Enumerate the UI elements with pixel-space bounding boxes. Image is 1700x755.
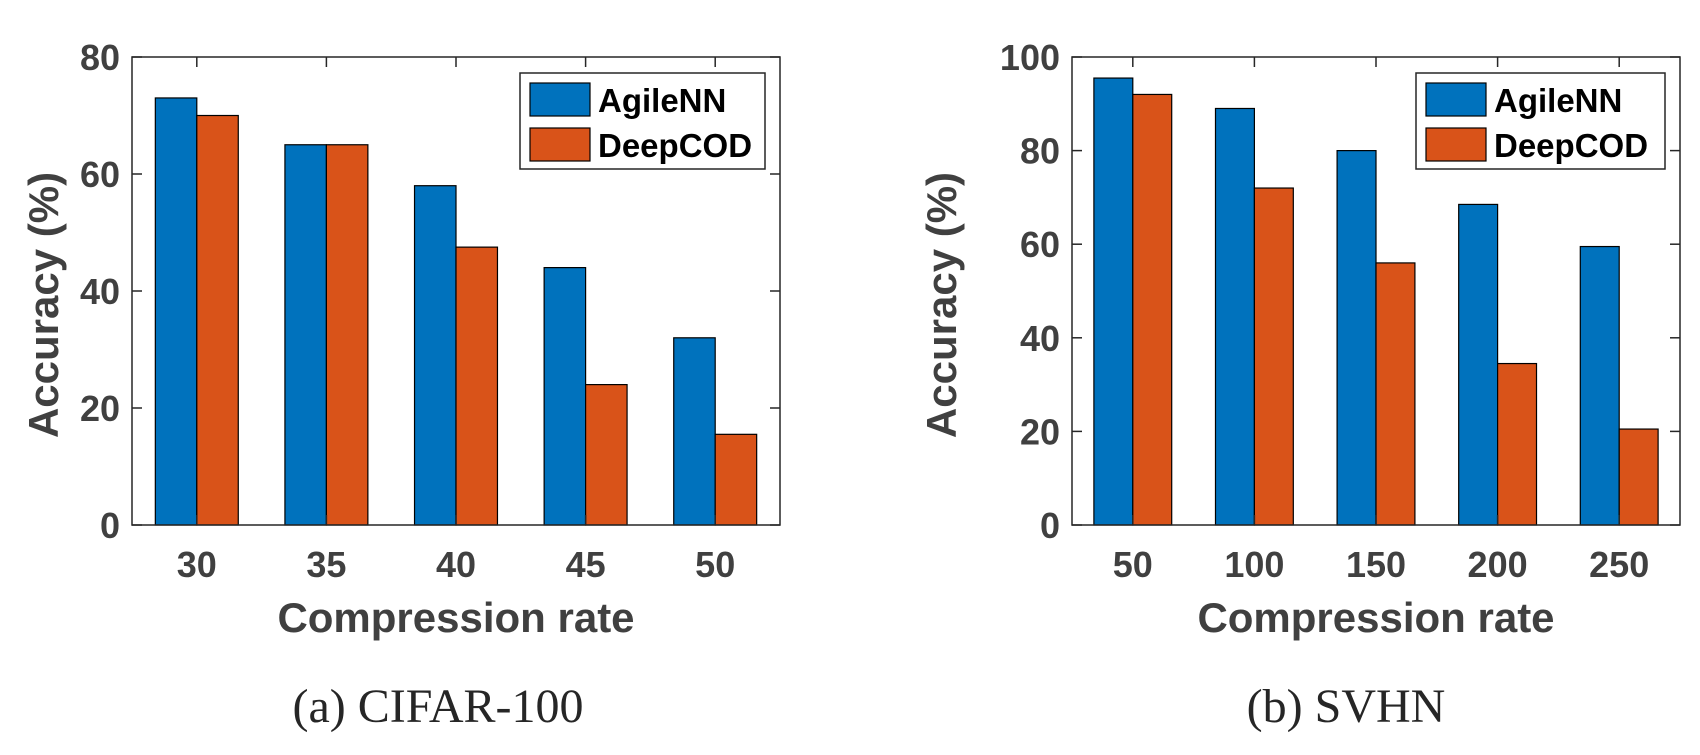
panel-caption: (b) SVHN: [1247, 680, 1446, 733]
bar-deepcod-30: [196, 114, 239, 526]
bar-deepcod-45: [584, 384, 628, 526]
x-tick-label: 30: [177, 544, 217, 585]
bar-deepcod-50: [714, 433, 758, 526]
legend: AgileNN DeepCOD: [1415, 72, 1666, 170]
x-tick-label: 100: [1224, 544, 1284, 585]
x-tick-label: 40: [436, 544, 476, 585]
y-tick-label: 60: [1020, 224, 1060, 265]
x-axis-label: Compression rate: [277, 594, 634, 641]
legend-label-agilenn: AgileNN: [1494, 82, 1622, 119]
x-tick-label: 250: [1589, 544, 1649, 585]
x-tick-label: 50: [1113, 544, 1153, 585]
y-tick-label: 40: [80, 271, 120, 312]
y-tick-label: 40: [1020, 318, 1060, 359]
y-tick-label: 0: [100, 505, 120, 546]
x-axis-label: Compression rate: [1197, 594, 1554, 641]
legend-swatch-agilenn: [529, 82, 591, 117]
y-tick-label: 80: [80, 37, 120, 78]
y-tick-label: 100: [1000, 37, 1060, 78]
bar-deepcod-50: [1132, 93, 1173, 526]
y-tick-label: 60: [80, 154, 120, 195]
legend-label-deepcod: DeepCOD: [1494, 127, 1648, 164]
bar-agilenn-200: [1458, 203, 1499, 526]
bar-agilenn-250: [1579, 245, 1620, 526]
bar-agilenn-50: [1093, 77, 1134, 526]
chart-panel-1: 0 20 40 60 80 30 35 40 45 50 Compression rate Accur…: [20, 37, 781, 733]
bar-agilenn-50: [673, 337, 716, 526]
bar-deepcod-40: [455, 246, 499, 526]
legend: AgileNN DeepCOD: [519, 72, 766, 170]
x-tick-label: 45: [566, 544, 606, 585]
x-tick-label: 50: [695, 544, 735, 585]
bar-agilenn-45: [543, 267, 587, 526]
y-tick-label: 20: [1020, 411, 1060, 452]
bar-deepcod-100: [1253, 187, 1294, 526]
legend-swatch-deepcod: [529, 127, 591, 162]
legend-swatch-deepcod: [1425, 127, 1487, 162]
bar-agilenn-100: [1214, 107, 1256, 526]
panel-caption: (a) CIFAR-100: [292, 680, 583, 733]
bar-agilenn-30: [154, 97, 198, 526]
bar-agilenn-150: [1336, 150, 1377, 526]
bar-deepcod-150: [1375, 262, 1416, 526]
legend-label-agilenn: AgileNN: [598, 82, 726, 119]
bar-agilenn-40: [413, 185, 457, 526]
x-tick-label: 35: [306, 544, 346, 585]
chart-panel-2: 0 20 40 60 80 100 50 100 150 200 250 Compression ra…: [918, 37, 1681, 733]
x-tick-label: 150: [1346, 544, 1406, 585]
bar-deepcod-250: [1618, 428, 1659, 526]
bar-deepcod-35: [325, 144, 369, 526]
legend-label-deepcod: DeepCOD: [598, 127, 752, 164]
bar-agilenn-35: [284, 144, 328, 526]
legend-swatch-agilenn: [1425, 82, 1487, 117]
bar-deepcod-200: [1496, 362, 1538, 526]
y-axis-label: Accuracy (%): [20, 172, 67, 438]
x-tick-label: 200: [1468, 544, 1528, 585]
y-axis-label: Accuracy (%): [918, 172, 965, 438]
y-tick-label: 20: [80, 388, 120, 429]
y-tick-label: 0: [1040, 505, 1060, 546]
y-tick-label: 80: [1020, 131, 1060, 172]
